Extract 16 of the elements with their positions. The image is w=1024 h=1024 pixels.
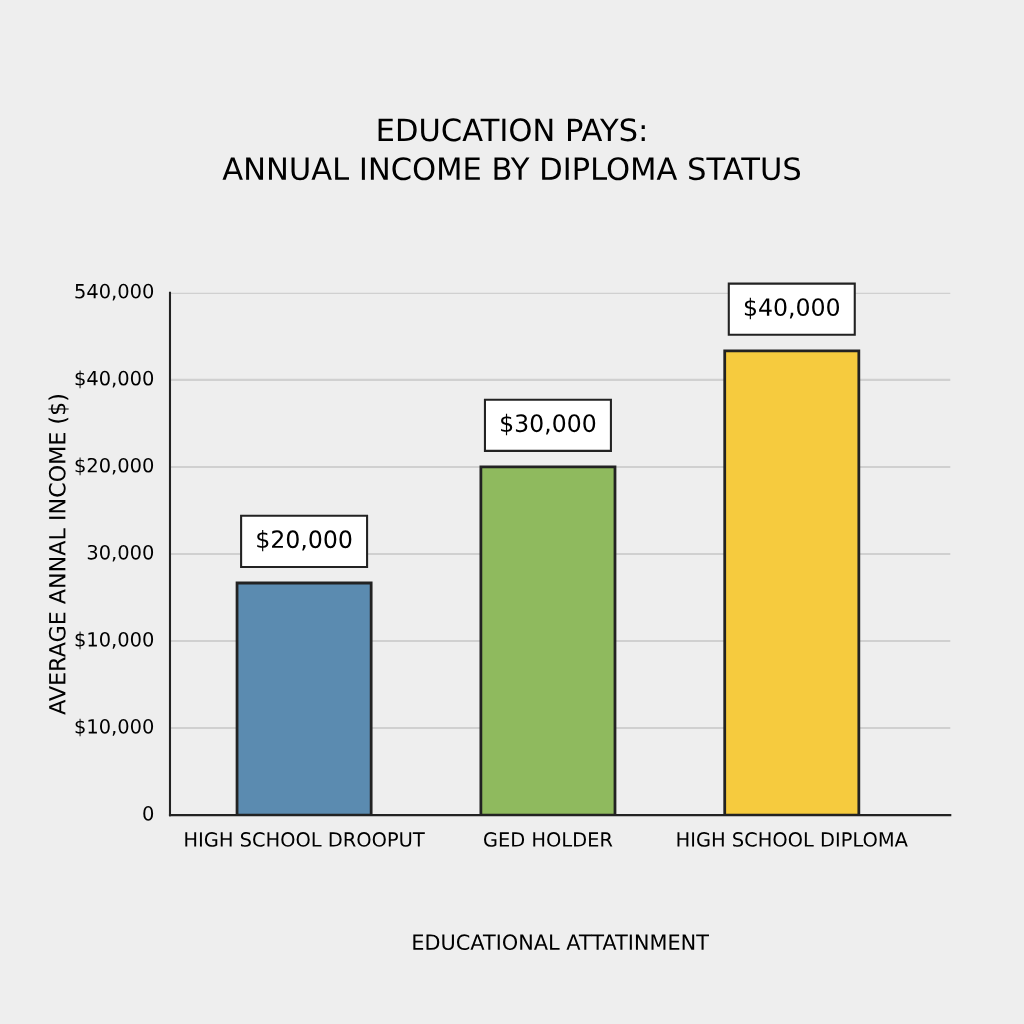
data-label: $30,000 [501,413,596,436]
x-axis-title: EDUCATIONAL ATTATINMENT [413,934,709,951]
text: $20,000 [75,457,154,476]
text: $10,000 [75,631,154,650]
chart-title: EDUCATION PAYS: ANNUAL INCOME BY DIPLOMA STATUS [222,118,801,181]
text: 0 [143,806,154,821]
text: $40,000 [75,370,154,389]
x-tick-label: HIGH SCHOOL DROOPUT [185,832,425,847]
y-axis-title: AVERAGE ANNAL INCOME ($) [48,395,69,715]
text: $10,000 [75,718,154,737]
data-label: $20,000 [257,529,352,552]
text: 30,000 [87,544,154,562]
text: 540,000 [75,283,154,301]
data-label: $40,000 [744,297,840,320]
x-tick-label: HIGH SCHOOL DIPLOMA [677,832,908,847]
x-tick-label: GED HOLDER [484,832,613,847]
